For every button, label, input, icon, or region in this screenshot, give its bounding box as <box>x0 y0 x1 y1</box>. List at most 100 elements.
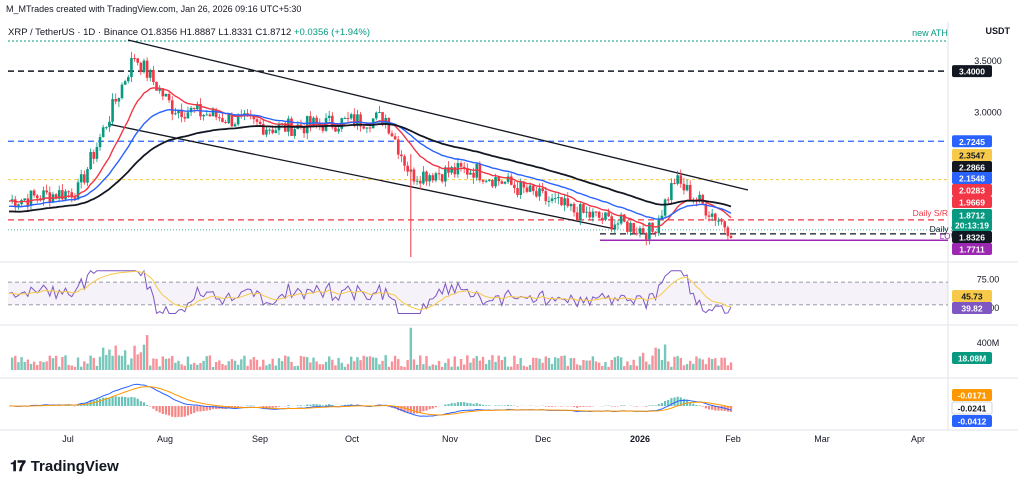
volume-bar <box>456 366 460 370</box>
volume-bar <box>246 365 249 370</box>
volume-bar <box>645 361 648 370</box>
volume-bar <box>409 327 413 370</box>
volume-bar <box>306 357 309 370</box>
volume-bar <box>393 355 397 370</box>
candle-body <box>582 204 585 213</box>
macd-histogram-bar <box>447 403 450 406</box>
candle-body <box>670 183 673 200</box>
candle-body <box>387 117 391 134</box>
macd-histogram-bar <box>472 403 475 406</box>
candle-body <box>469 172 472 175</box>
symbol-name[interactable]: XRP / TetherUS · 1D · Binance <box>8 27 139 38</box>
candle-body <box>544 191 548 202</box>
macd-histogram-bar <box>124 396 127 406</box>
candle-body <box>572 203 576 213</box>
volume-bar <box>145 335 149 370</box>
candle-body <box>453 167 457 175</box>
macd-histogram-bar <box>186 406 190 416</box>
macd-tag-label: -0.0412 <box>958 417 987 427</box>
candle-body <box>208 114 212 117</box>
volume-bar <box>441 366 444 370</box>
macd-histogram-bar <box>249 405 252 406</box>
macd-histogram-bar <box>510 405 513 406</box>
macd-histogram-bar <box>277 406 281 407</box>
volume-bar <box>406 360 409 370</box>
candle-body <box>440 174 444 182</box>
candle-body <box>196 104 199 110</box>
rsi-tag-label: 45.73 <box>961 292 983 302</box>
candle-body <box>629 222 632 232</box>
volume-bar <box>510 366 513 370</box>
macd-histogram-bar <box>142 402 146 406</box>
candle-body <box>704 203 708 216</box>
candle-body <box>418 180 422 184</box>
volume-bar <box>513 355 516 370</box>
volume-bar <box>208 355 212 370</box>
chart-credit: M_MTrades created with TradingView.com, … <box>6 4 302 14</box>
macd-histogram-bar <box>146 405 149 406</box>
volume-bar <box>164 358 168 370</box>
volume-bar <box>36 364 39 370</box>
candle-body <box>622 214 626 222</box>
price-tag-label: 1.7711 <box>959 245 985 255</box>
macd-tag-label: -0.0171 <box>958 391 987 401</box>
rsi-tag <box>952 302 992 314</box>
macd-histogram-bar <box>717 406 720 411</box>
macd-histogram-bar <box>193 406 196 413</box>
macd-tag <box>952 389 992 401</box>
volume-bar <box>378 364 381 370</box>
macd-histogram-bar <box>403 406 406 413</box>
candle-body <box>579 204 582 221</box>
candle-body <box>651 222 654 232</box>
time-axis-label: Feb <box>725 434 741 444</box>
volume-bar <box>375 357 378 370</box>
candle-body <box>422 171 425 184</box>
candle-body <box>218 117 221 119</box>
volume-bar <box>544 356 547 370</box>
volume-bar <box>136 354 139 370</box>
candle-body <box>444 167 447 182</box>
macd-histogram-bar <box>343 404 346 406</box>
volume-bar <box>205 356 208 370</box>
candle-body <box>478 163 482 181</box>
volume-bar <box>591 356 595 370</box>
candle-body <box>236 115 240 125</box>
candle-body <box>557 197 560 199</box>
candle-body <box>698 194 701 202</box>
volume-bar <box>287 356 290 370</box>
volume-bar <box>475 356 478 370</box>
volume-bar <box>525 366 529 370</box>
macd-histogram-bar <box>481 404 485 406</box>
macd-histogram-bar <box>682 398 686 406</box>
volume-bar <box>89 355 92 370</box>
volume-bar <box>397 359 400 370</box>
candle-body <box>224 121 227 124</box>
volume-bar <box>318 364 321 370</box>
candle-body <box>406 165 409 172</box>
volume-bar <box>597 362 601 370</box>
volume-bar <box>183 365 186 370</box>
candle-body <box>211 109 215 117</box>
macd-histogram-bar <box>120 396 124 406</box>
volume-bar <box>488 359 491 370</box>
candle-body <box>105 127 108 129</box>
volume-bar <box>299 355 303 370</box>
macd-histogram-bar <box>431 406 434 409</box>
volume-bar <box>560 355 563 370</box>
candle-body <box>525 187 529 192</box>
macd-histogram-bar <box>64 405 67 406</box>
candle-body <box>528 185 532 192</box>
candle-body <box>400 154 403 157</box>
price-tag <box>952 149 992 161</box>
macd-histogram-bar <box>485 405 488 406</box>
candle-body <box>607 212 610 217</box>
volume-bar <box>635 365 639 370</box>
volume-bar <box>670 366 673 370</box>
macd-histogram-bar <box>488 405 491 406</box>
macd-histogram-bar <box>237 406 240 408</box>
macd-histogram-bar <box>306 404 309 406</box>
volume-bar <box>384 355 387 370</box>
volume-bar <box>582 360 585 370</box>
candle-body <box>569 203 573 207</box>
